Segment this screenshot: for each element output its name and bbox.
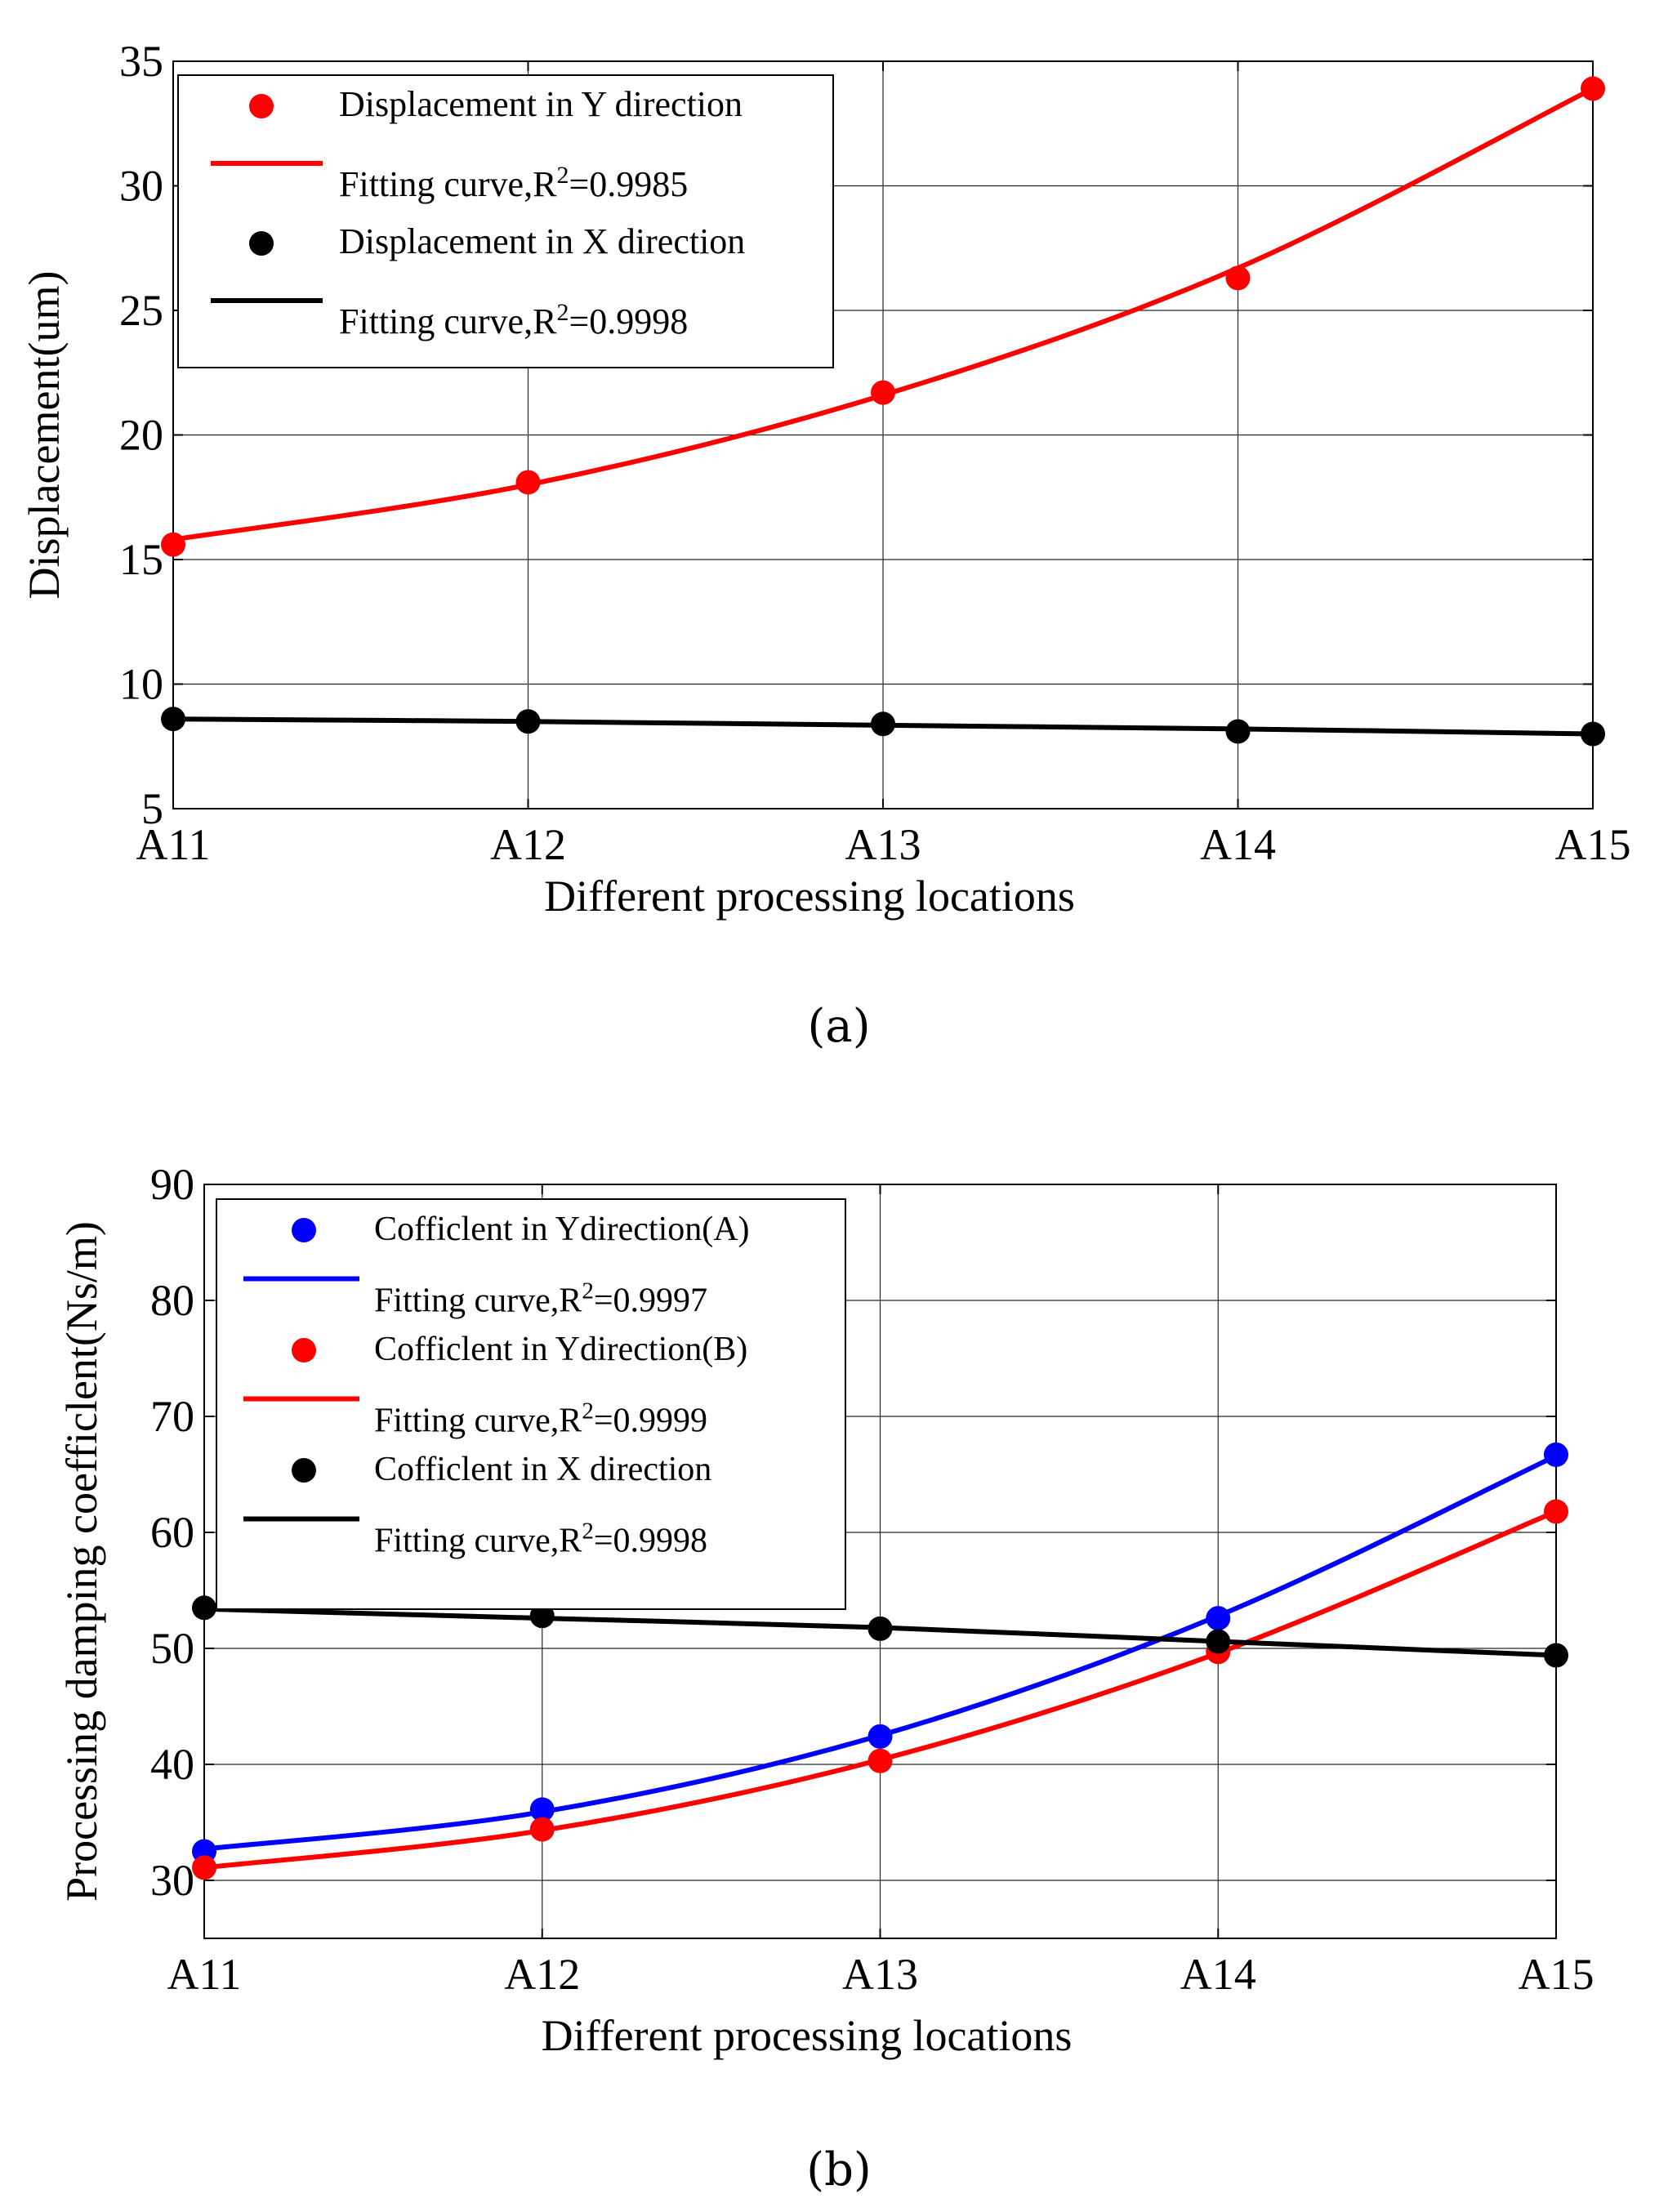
- legend-label-fit-2: Fitting curve,R2=0.9998: [339, 299, 688, 341]
- y-axis-label: Processing damping coefficlent(Ns/m): [57, 1221, 106, 1902]
- figure-caption-a: (a): [807, 1000, 870, 1053]
- legend-box: [216, 1198, 846, 1610]
- data-point-series-1: [1225, 265, 1251, 291]
- x-tick-label: A14: [1200, 820, 1276, 869]
- data-point-series-2: [867, 1748, 893, 1773]
- fit-label-r2-value: =0.9999: [594, 1403, 707, 1440]
- data-point-series-2: [515, 709, 541, 734]
- data-point-series-3: [1206, 1629, 1231, 1654]
- fit-label-text: Fitting curve,R: [339, 164, 557, 204]
- data-point-series-3: [1544, 1643, 1568, 1668]
- y-tick-label: 35: [119, 37, 163, 86]
- legend-marker-1: [249, 94, 274, 118]
- chart-panel-a: A11 A12 A13 A14 A15 5 10 15 20 25 30 35 Different pr…: [20, 37, 1631, 1053]
- legend-marker-1: [292, 1218, 316, 1242]
- data-point-series-2: [1225, 719, 1251, 744]
- legend-label-fit-1: Fitting curve,R2=0.9985: [339, 162, 688, 204]
- data-point-series-1: [1544, 1442, 1568, 1467]
- legend-label-fit-2: Fitting curve,R2=0.9999: [374, 1398, 707, 1440]
- y-tick-label: 60: [150, 1508, 194, 1557]
- figure-caption-b: (b): [806, 2143, 872, 2196]
- x-tick-label: A12: [504, 1950, 580, 1999]
- data-point-series-2: [1581, 721, 1605, 747]
- legend-label-series-1: Cofficlent in Ydirection(A): [374, 1211, 750, 1248]
- legend-label-series-2: Displacement in X direction: [339, 221, 745, 261]
- x-tick-label: A13: [842, 1950, 918, 1999]
- x-tick-label: A13: [845, 820, 921, 869]
- chart-panel-b: A11 A12 A13 A14 A15 30 40 50 60 70 80 90 Different p…: [57, 1160, 1594, 2196]
- y-tick-label: 70: [150, 1392, 194, 1441]
- y-tick-label: 80: [150, 1276, 194, 1325]
- data-point-series-2: [161, 707, 185, 732]
- fit-label-r2-value: =0.9998: [594, 1523, 707, 1560]
- y-tick-label: 90: [150, 1160, 194, 1209]
- data-point-series-3: [867, 1616, 893, 1641]
- y-axis-label: Displacement(um): [20, 271, 69, 600]
- fit-label-text: Fitting curve,R: [374, 1282, 582, 1320]
- y-tick-label: 40: [150, 1740, 194, 1789]
- x-axis-label: Different processing locations: [542, 2011, 1073, 2060]
- legend-label-fit-1: Fitting curve,R2=0.9997: [374, 1278, 707, 1320]
- x-tick-label: A11: [167, 1950, 242, 1999]
- fit-label-text: Fitting curve,R: [339, 301, 557, 341]
- fit-label-superscript: 2: [582, 1519, 594, 1545]
- x-tick-label: A12: [490, 820, 566, 869]
- fit-label-r2-value: =0.9985: [569, 164, 688, 204]
- legend-marker-2: [249, 231, 274, 256]
- data-point-series-1: [515, 470, 541, 495]
- data-point-series-3: [192, 1595, 216, 1621]
- data-point-series-1: [1206, 1606, 1231, 1631]
- y-tick-label: 25: [119, 286, 163, 335]
- data-point-series-1: [1581, 76, 1605, 101]
- legend-marker-3: [292, 1458, 316, 1483]
- data-point-series-1: [161, 532, 185, 557]
- y-tick-label: 30: [150, 1856, 194, 1905]
- data-point-series-1: [529, 1797, 555, 1822]
- y-tick-label: 10: [119, 660, 163, 709]
- data-point-series-1: [871, 380, 895, 405]
- fit-label-r2-value: =0.9997: [594, 1282, 707, 1320]
- fit-label-text: Fitting curve,R: [374, 1403, 582, 1440]
- legend-label-series-3: Cofficlent in X direction: [374, 1451, 711, 1488]
- x-axis-label: Different processing locations: [544, 872, 1075, 921]
- data-point-series-2: [529, 1817, 555, 1842]
- legend-label-fit-3: Fitting curve,R2=0.9998: [374, 1519, 707, 1560]
- legend-label-series-1: Displacement in Y direction: [339, 84, 743, 124]
- fit-label-r2-value: =0.9998: [569, 301, 688, 341]
- data-point-series-2: [1544, 1499, 1568, 1524]
- y-tick-label: 15: [119, 535, 163, 584]
- fit-label-superscript: 2: [582, 1398, 594, 1425]
- x-tick-label: A11: [136, 820, 211, 869]
- fit-label-superscript: 2: [582, 1278, 594, 1304]
- y-tick-label: 5: [141, 784, 163, 833]
- x-tick-label: A15: [1555, 820, 1631, 869]
- x-tick-label: A14: [1180, 1950, 1256, 1999]
- data-point-series-1: [867, 1724, 893, 1749]
- fit-label-superscript: 2: [556, 299, 569, 326]
- legend-marker-2: [292, 1338, 316, 1362]
- y-tick-label: 50: [150, 1624, 194, 1673]
- y-tick-label: 30: [119, 162, 163, 211]
- fit-label-superscript: 2: [556, 162, 569, 189]
- data-point-series-2: [871, 711, 895, 737]
- fit-label-text: Fitting curve,R: [374, 1523, 582, 1560]
- legend-label-series-2: Cofficlent in Ydirection(B): [374, 1331, 747, 1368]
- legend-box: [177, 74, 834, 368]
- x-tick-label: A15: [1519, 1950, 1594, 1999]
- data-point-series-2: [192, 1855, 216, 1880]
- y-tick-label: 20: [119, 411, 163, 460]
